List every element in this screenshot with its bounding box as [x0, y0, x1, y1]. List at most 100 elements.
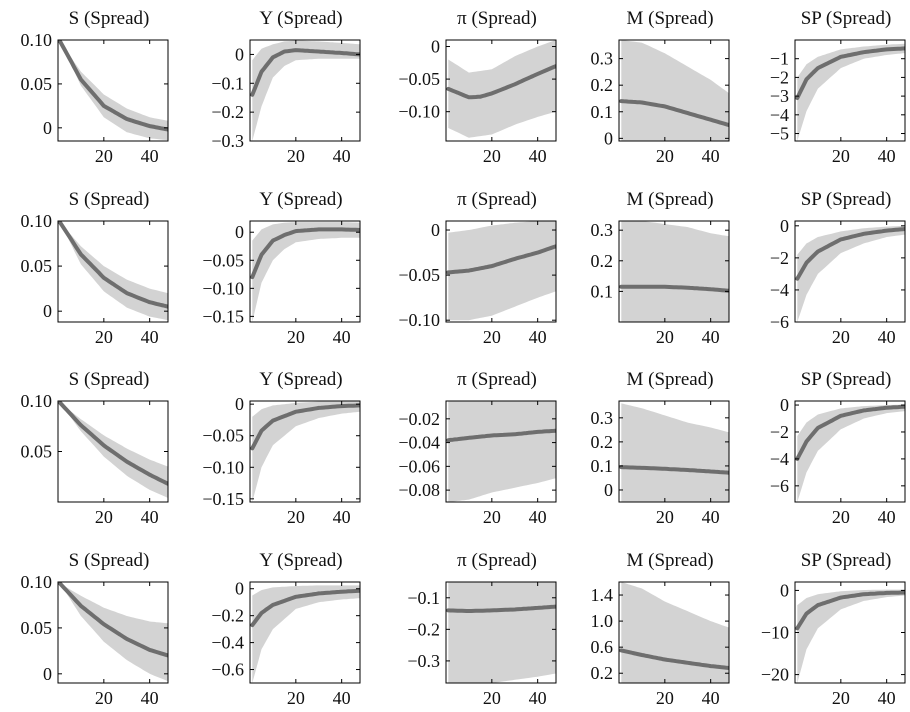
panel-4-5: 0 −10 −20 20 40 SP (Spread) [761, 550, 906, 708]
y-tick-label: 0 [43, 118, 52, 138]
y-tick-label: −20 [761, 665, 789, 685]
x-tick-label: 40 [529, 507, 547, 527]
x-tick-label: 20 [95, 146, 113, 166]
panel-1-5: −1−2−3−4−5 20 40 SP (Spread) [770, 8, 906, 166]
confidence-band [60, 41, 168, 141]
median-response-line [446, 244, 556, 275]
panel-3-2: 0 −0.05 −0.10 −0.15 20 40 Y (Spread) [202, 369, 361, 527]
x-tick-label: 40 [529, 327, 547, 347]
panel-4-1: 0 0.05 0.10 20 40 S (Spread) [21, 550, 169, 708]
y-tick-label: −3 [770, 86, 789, 106]
y-tick-label: 0.10 [21, 391, 53, 411]
median-response-line [58, 40, 168, 132]
panel-1-4: 0 0.1 0.2 0.3 20 40 M (Spread) [591, 8, 730, 166]
median-response-line [446, 64, 556, 100]
median-response-line [250, 48, 360, 97]
y-tick-label: 0.6 [591, 637, 614, 657]
y-tick-label: −0.10 [398, 310, 440, 330]
y-tick-label: −0.15 [202, 489, 244, 509]
panel-title: SP (Spread) [801, 369, 892, 390]
panel-4-4: 0.2 0.6 1.0 1.4 20 40 M (Spread) [591, 550, 730, 708]
x-tick-label: 40 [141, 688, 159, 708]
y-tick-label: −0.05 [202, 426, 244, 446]
panel-title: SP (Spread) [801, 189, 892, 210]
y-tick-label: −1 [770, 49, 789, 69]
y-tick-label: −0.2 [211, 606, 244, 626]
x-tick-label: 20 [95, 327, 113, 347]
x-tick-label: 40 [141, 146, 159, 166]
panel-title: M (Spread) [626, 550, 713, 571]
y-tick-label: −0.4 [211, 633, 244, 653]
median-response-line [619, 99, 729, 128]
x-tick-label: 20 [656, 327, 674, 347]
y-tick-label: −0.08 [398, 480, 440, 500]
panel-title: π (Spread) [457, 8, 537, 29]
panel-2-2: 0 −0.05 −0.10 −0.15 20 40 Y (Spread) [202, 189, 361, 347]
panel-title: SP (Spread) [801, 8, 892, 29]
y-tick-label: −4 [770, 449, 789, 469]
y-tick-label: 0.05 [21, 74, 53, 94]
y-tick-label: −0.06 [398, 456, 440, 476]
y-tick-label: 0 [235, 222, 244, 242]
plot-frame [618, 220, 730, 323]
median-response-line [446, 604, 556, 613]
median-response-line [446, 428, 556, 443]
x-tick-label: 20 [483, 146, 501, 166]
x-tick-label: 20 [832, 146, 850, 166]
y-tick-label: −2 [770, 422, 789, 442]
plot-frame [794, 220, 906, 323]
panel-title: M (Spread) [626, 8, 713, 29]
y-tick-label: 0.10 [21, 572, 53, 592]
y-tick-label: 0.2 [591, 663, 614, 683]
y-tick-label: 0.1 [591, 281, 614, 301]
y-tick-label: −6 [770, 476, 789, 496]
median-response-line [58, 221, 168, 309]
panel-3-1: 0.05 0.10 20 40 S (Spread) [21, 369, 169, 527]
x-tick-label: 40 [141, 507, 159, 527]
plot-frame [445, 581, 557, 684]
x-tick-label: 40 [878, 688, 896, 708]
x-tick-label: 20 [832, 327, 850, 347]
y-tick-label: −4 [770, 280, 789, 300]
x-tick-label: 40 [702, 146, 720, 166]
plot-frame [618, 400, 730, 503]
median-response-line [619, 284, 729, 293]
y-tick-label: −0.1 [211, 73, 244, 93]
panel-title: π (Spread) [457, 369, 537, 390]
y-tick-label: 0 [431, 220, 440, 240]
y-tick-label: 0 [235, 394, 244, 414]
x-tick-label: 40 [878, 146, 896, 166]
y-tick-label: −0.2 [407, 619, 440, 639]
plot-frame [57, 220, 169, 323]
panel-title: S (Spread) [69, 369, 150, 390]
confidence-band [621, 221, 729, 322]
median-response-line [795, 590, 905, 631]
median-response-line [250, 588, 360, 628]
x-tick-label: 20 [287, 688, 305, 708]
panel-4-2: 0 −0.2 −0.4 −0.6 20 40 Y (Spread) [211, 550, 361, 708]
median-response-line [619, 465, 729, 475]
y-tick-label: 0.05 [21, 256, 53, 276]
plot-frame [445, 220, 557, 323]
y-tick-label: −2 [770, 67, 789, 87]
plot-frame [57, 39, 169, 142]
x-tick-label: 20 [656, 688, 674, 708]
y-tick-label: 0 [235, 44, 244, 64]
panel-title: S (Spread) [69, 189, 150, 210]
y-tick-label: 0 [235, 579, 244, 599]
x-tick-label: 20 [287, 507, 305, 527]
panel-title: M (Spread) [626, 369, 713, 390]
x-tick-label: 40 [702, 507, 720, 527]
median-response-line [619, 648, 729, 670]
y-tick-label: 0.1 [591, 456, 614, 476]
y-tick-label: −0.2 [211, 102, 244, 122]
panel-4-3: −0.1 −0.2 −0.3 20 40 π (Spread) [407, 550, 557, 708]
panel-title: S (Spread) [69, 550, 150, 571]
y-tick-label: −5 [770, 124, 789, 144]
y-tick-label: −0.10 [202, 278, 244, 298]
y-tick-label: −0.05 [202, 250, 244, 270]
y-tick-label: −0.3 [407, 651, 440, 671]
panel-3-4: 0 0.1 0.2 0.3 20 40 M (Spread) [591, 369, 730, 527]
panel-title: M (Spread) [626, 189, 713, 210]
median-response-line [795, 46, 905, 100]
